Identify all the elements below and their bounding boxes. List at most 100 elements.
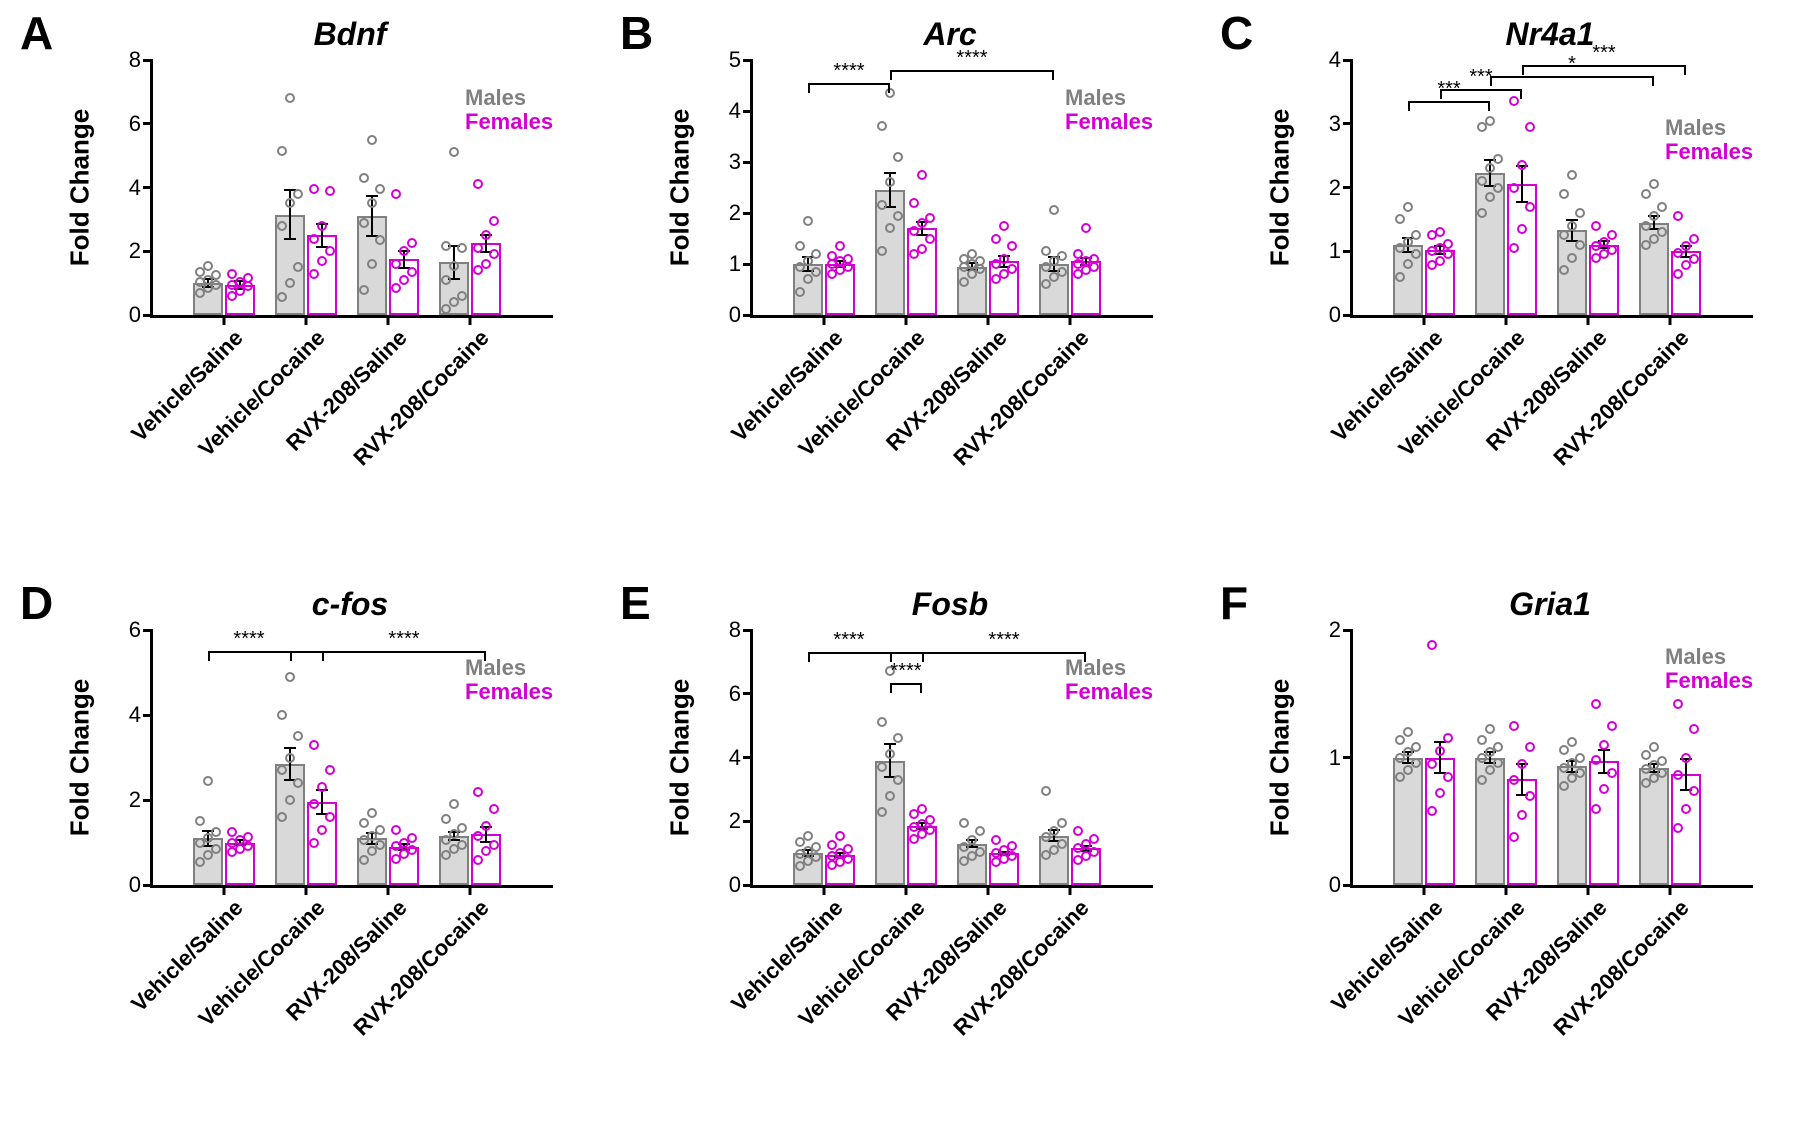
axes: 01234Vehicle/SalineVehicle/CocaineRVX-20… bbox=[1350, 60, 1753, 318]
data-point-males bbox=[1477, 176, 1487, 186]
data-point-females bbox=[1599, 237, 1609, 247]
data-point-males bbox=[877, 762, 887, 772]
legend-item-females: Females bbox=[1065, 110, 1153, 134]
data-point-females bbox=[391, 259, 401, 269]
data-point-males bbox=[967, 249, 977, 259]
data-point-males bbox=[1403, 259, 1413, 269]
data-point-females bbox=[1081, 223, 1091, 233]
data-point-males bbox=[803, 216, 813, 226]
axes: 02468Vehicle/SalineVehicle/CocaineRVX-20… bbox=[150, 60, 553, 318]
data-point-females bbox=[481, 259, 491, 269]
data-point-males bbox=[975, 847, 985, 857]
data-point-females bbox=[391, 283, 401, 293]
y-tick-label: 4 bbox=[129, 702, 141, 728]
gene-title: Bdnf bbox=[150, 16, 550, 53]
data-point-females bbox=[407, 238, 417, 248]
data-point-females bbox=[473, 243, 483, 253]
error-bar bbox=[1521, 165, 1523, 203]
x-tick bbox=[987, 315, 990, 325]
data-point-females bbox=[925, 234, 935, 244]
data-point-males bbox=[803, 256, 813, 266]
figure-root: ABdnfFold Change02468Vehicle/SalineVehic… bbox=[0, 0, 1800, 1145]
data-point-males bbox=[975, 256, 985, 266]
y-tick bbox=[143, 186, 153, 189]
data-point-males bbox=[449, 147, 459, 157]
data-point-females bbox=[489, 249, 499, 259]
data-point-males bbox=[457, 243, 467, 253]
significance-bracket bbox=[808, 83, 890, 85]
data-point-females bbox=[309, 184, 319, 194]
data-point-females bbox=[999, 254, 1009, 264]
x-tick bbox=[1069, 315, 1072, 325]
data-point-females bbox=[1509, 96, 1519, 106]
data-point-females bbox=[925, 815, 935, 825]
x-tick bbox=[1587, 885, 1590, 895]
data-point-females bbox=[1591, 755, 1601, 765]
data-point-males bbox=[441, 241, 451, 251]
data-point-females bbox=[1525, 742, 1535, 752]
data-point-males bbox=[1575, 768, 1585, 778]
data-point-males bbox=[1057, 818, 1067, 828]
y-tick bbox=[143, 314, 153, 317]
data-point-females bbox=[227, 269, 237, 279]
x-tick bbox=[1669, 315, 1672, 325]
y-tick-label: 0 bbox=[129, 302, 141, 328]
data-point-females bbox=[1443, 733, 1453, 743]
y-axis-label: Fold Change bbox=[1265, 108, 1296, 268]
significance-label: **** bbox=[833, 60, 864, 83]
data-point-males bbox=[1395, 214, 1405, 224]
panel-letter: F bbox=[1220, 580, 1248, 626]
data-point-males bbox=[285, 93, 295, 103]
data-point-males bbox=[893, 733, 903, 743]
data-point-males bbox=[1411, 742, 1421, 752]
data-point-males bbox=[959, 818, 969, 828]
data-point-males bbox=[1057, 839, 1067, 849]
significance-bracket bbox=[890, 70, 1054, 72]
x-tick bbox=[223, 885, 226, 895]
y-tick-label: 0 bbox=[729, 872, 741, 898]
y-tick bbox=[1343, 59, 1353, 62]
panel-letter: E bbox=[620, 580, 651, 626]
data-point-males bbox=[1575, 753, 1585, 763]
data-point-males bbox=[1057, 251, 1067, 261]
data-point-males bbox=[893, 211, 903, 221]
y-tick bbox=[1343, 122, 1353, 125]
data-point-males bbox=[1649, 742, 1659, 752]
data-point-males bbox=[1657, 227, 1667, 237]
data-point-males bbox=[441, 275, 451, 285]
legend-item-males: Males bbox=[465, 86, 553, 110]
legend-item-males: Males bbox=[1065, 656, 1153, 680]
y-tick bbox=[143, 250, 153, 253]
gene-title: c-fos bbox=[150, 586, 550, 623]
significance-bracket bbox=[890, 683, 922, 685]
data-point-females bbox=[309, 269, 319, 279]
data-point-males bbox=[877, 717, 887, 727]
legend: MalesFemales bbox=[1665, 645, 1753, 693]
data-point-females bbox=[909, 226, 919, 236]
data-point-males bbox=[1403, 727, 1413, 737]
y-tick-label: 1 bbox=[1329, 238, 1341, 264]
significance-tick bbox=[922, 654, 924, 662]
panel-letter: C bbox=[1220, 10, 1253, 56]
data-point-males bbox=[885, 791, 895, 801]
y-tick bbox=[143, 799, 153, 802]
y-axis-label: Fold Change bbox=[665, 108, 696, 268]
y-tick-label: 6 bbox=[129, 617, 141, 643]
data-point-females bbox=[325, 812, 335, 822]
data-point-males bbox=[1395, 735, 1405, 745]
data-point-females bbox=[473, 855, 483, 865]
data-point-males bbox=[375, 840, 385, 850]
data-point-females bbox=[925, 213, 935, 223]
y-tick-label: 3 bbox=[729, 149, 741, 175]
error-bar bbox=[1603, 749, 1605, 775]
data-point-females bbox=[489, 216, 499, 226]
data-point-females bbox=[407, 845, 417, 855]
data-point-females bbox=[1517, 224, 1527, 234]
legend: MalesFemales bbox=[1065, 656, 1153, 704]
data-point-males bbox=[449, 799, 459, 809]
y-tick-label: 0 bbox=[1329, 302, 1341, 328]
y-tick-label: 8 bbox=[729, 617, 741, 643]
x-tick bbox=[469, 315, 472, 325]
significance-bracket bbox=[1440, 89, 1522, 91]
significance-label: **** bbox=[988, 629, 1019, 652]
